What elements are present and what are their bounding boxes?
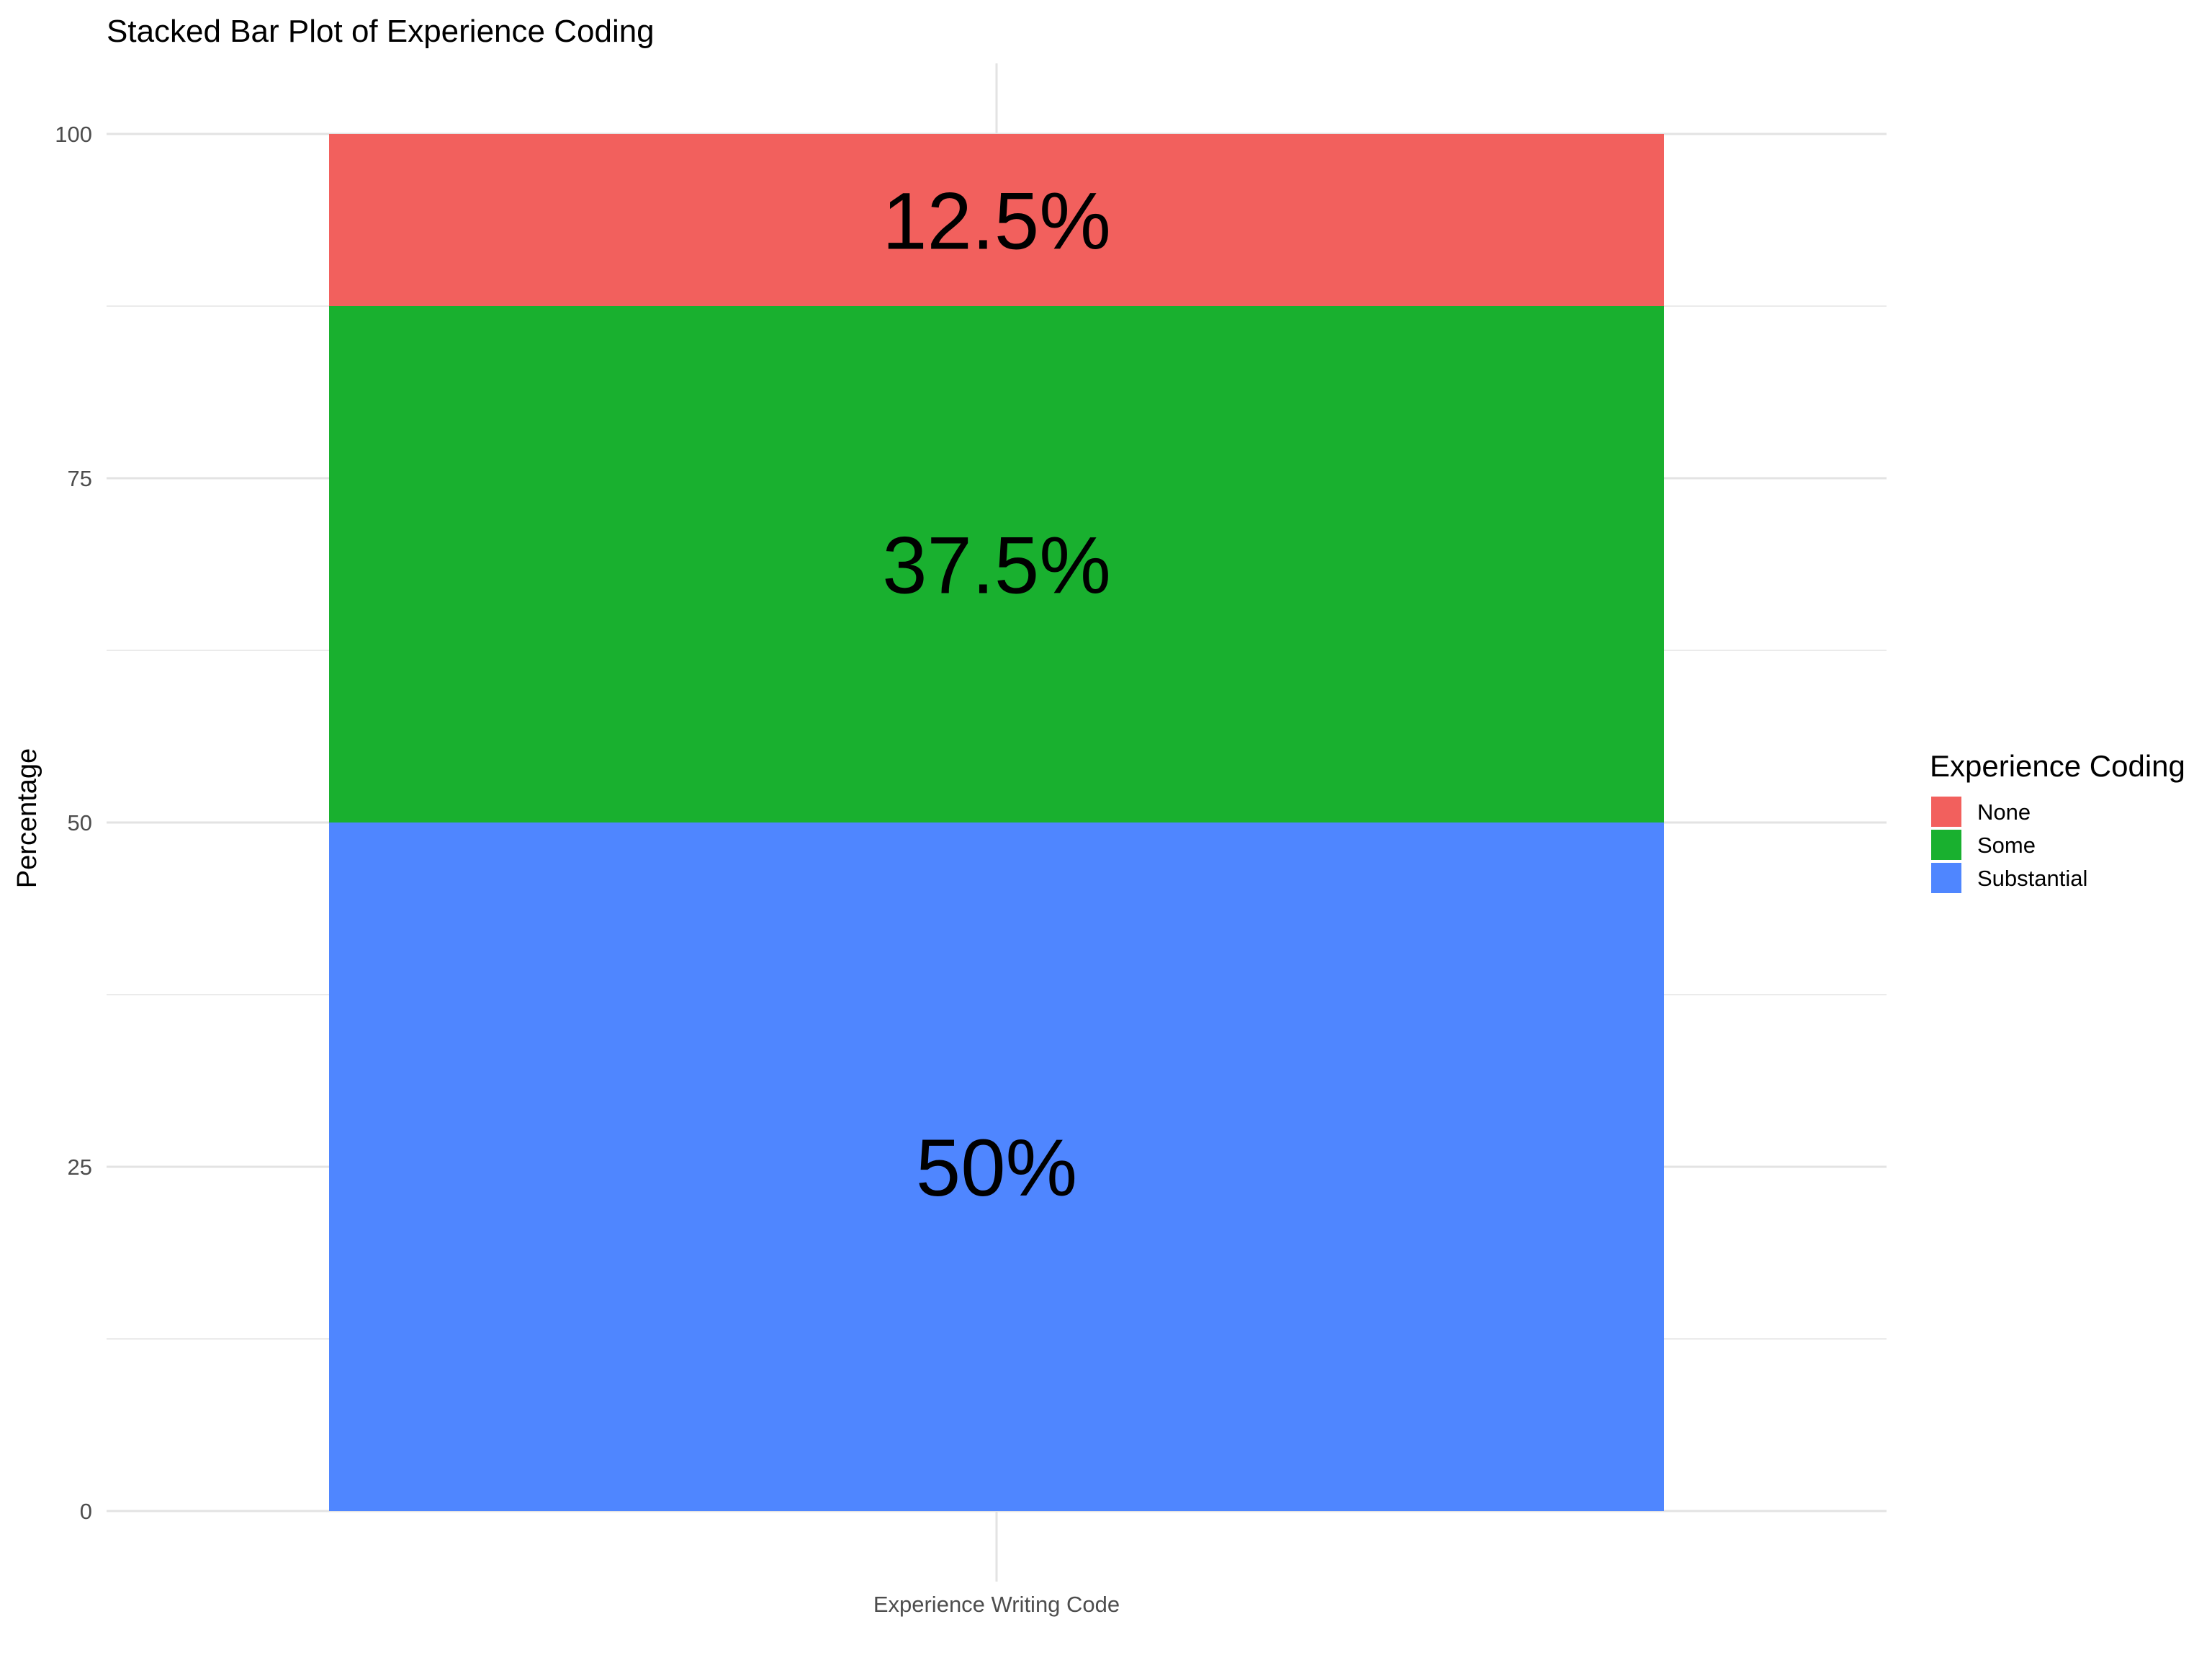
legend-label: None [1977, 799, 2031, 825]
bar-segment-substantial [329, 822, 1664, 1511]
legend-swatch-some [1931, 830, 1961, 860]
legend: Experience Coding None Some Substantial [1930, 749, 2185, 893]
y-tick-label: 100 [55, 122, 92, 147]
y-tick-label: 50 [68, 810, 92, 835]
data-label: 37.5% [882, 521, 1111, 611]
y-tick-label: 0 [80, 1499, 92, 1524]
legend-label: Some [1977, 833, 2036, 858]
legend-title: Experience Coding [1930, 749, 2185, 783]
bar-labels: 50% 37.5% 12.5% [882, 176, 1111, 1214]
x-tick-label: Experience Writing Code [873, 1592, 1120, 1617]
y-axis-ticks: 0 25 50 75 100 [55, 122, 92, 1524]
legend-swatch-none [1931, 797, 1961, 827]
y-axis-title: Percentage [12, 748, 42, 888]
bars [329, 134, 1664, 1511]
x-axis-ticks: Experience Writing Code [873, 1592, 1120, 1617]
bar-segment-some [329, 306, 1664, 822]
bar-segment-none [329, 134, 1664, 306]
data-label: 12.5% [882, 176, 1111, 266]
y-tick-label: 25 [68, 1155, 92, 1180]
chart-title: Stacked Bar Plot of Experience Coding [107, 14, 655, 49]
legend-label: Substantial [1977, 866, 2087, 891]
y-tick-label: 75 [68, 466, 92, 491]
legend-swatch-substantial [1931, 863, 1961, 893]
data-label: 50% [916, 1123, 1077, 1213]
